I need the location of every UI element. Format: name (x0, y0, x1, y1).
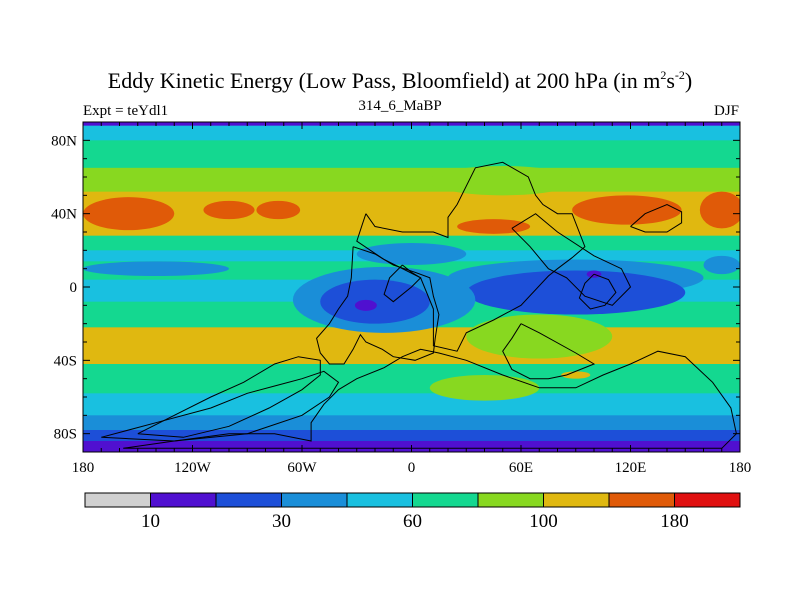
field-feature-14 (466, 314, 613, 359)
chart-title-exp1: 2 (660, 68, 667, 82)
continent-outline-2 (101, 370, 340, 442)
y-tick-label-0: 80N (51, 133, 77, 149)
field-feature-8 (83, 261, 229, 276)
field-feature-12 (320, 279, 430, 324)
colorbar-swatch-7 (543, 492, 610, 508)
chart-title: Eddy Kinetic Energy (Low Pass, Bloomfiel… (0, 68, 800, 94)
colorbar-swatch-9 (674, 492, 741, 508)
continent-outline-3 (316, 246, 440, 365)
continent-outline-0 (123, 348, 737, 449)
continent-outline-6 (578, 273, 617, 310)
colorbar-swatch-4 (346, 492, 413, 508)
field-feature-15 (429, 375, 540, 401)
x-tick-label-4: 60E (509, 460, 533, 476)
colorbar-label-1: 30 (272, 511, 291, 532)
colorbar-swatch-8 (608, 492, 675, 508)
y-tick-label-4: 80S (54, 427, 77, 443)
colorbar-label-3: 100 (529, 511, 558, 532)
field-feature-3 (256, 200, 301, 220)
field-feature-2 (203, 200, 255, 220)
field-feature-1 (699, 191, 740, 229)
x-tick-label-6: 180 (729, 460, 752, 476)
field-feature-18 (703, 255, 740, 275)
x-tick-label-2: 60W (287, 460, 317, 476)
colorbar-label-4: 180 (660, 511, 689, 532)
colorbar: 10 30 60 100 180 (84, 492, 741, 532)
colorbar-swatch-0 (84, 492, 151, 508)
continent-outlines (101, 161, 737, 449)
continent-outline-7 (630, 203, 683, 233)
x-tick-label-0: 180 (72, 460, 95, 476)
x-tick-label-1: 120W (174, 460, 212, 476)
colorbar-swatch-6 (477, 492, 544, 508)
colorbar-swatch-1 (150, 492, 217, 508)
chart-title-exp2: -2 (674, 68, 685, 82)
colorbar-swatch-2 (215, 492, 282, 508)
field-feature-6 (429, 166, 576, 196)
field-band-3 (83, 167, 740, 193)
field-feature-17 (586, 270, 602, 278)
field-feature-7 (356, 243, 467, 265)
experiment-label: Expt = teYdl1 (83, 103, 169, 119)
continent-outline-9 (383, 264, 422, 303)
field-band-13 (83, 415, 740, 431)
chart-title-close: ) (684, 68, 693, 93)
y-tick-label-3: 40S (54, 353, 77, 369)
field-feature-4 (572, 195, 682, 225)
x-tick-label-5: 120E (615, 460, 647, 476)
field-feature-13 (354, 299, 377, 311)
field-band-2 (83, 140, 740, 169)
field-feature-16 (561, 371, 591, 379)
chart-title-text: Eddy Kinetic Energy (Low Pass, Bloomfiel… (107, 68, 661, 93)
field-band-14 (83, 430, 740, 442)
season-label: DJF (713, 103, 739, 119)
chart-title-unit: s (666, 68, 675, 93)
colorbar-swatch-5 (412, 492, 479, 508)
field-band-11 (83, 364, 740, 394)
colorbar-label-2: 60 (403, 511, 422, 532)
axis-ticks: 180 120W 60W 0 60E 120E 180 80N 40N 0 40S 80S (51, 121, 752, 476)
continent-outline-5 (511, 213, 632, 306)
field-band-10 (83, 327, 740, 365)
colorbar-swatch-3 (281, 492, 348, 508)
field-band-12 (83, 393, 740, 416)
field-feature-0 (83, 197, 175, 231)
field-band-1 (83, 125, 740, 141)
x-tick-label-3: 0 (408, 460, 416, 476)
field-feature-5 (457, 219, 531, 234)
colorbar-label-0: 10 (141, 511, 160, 532)
y-tick-label-1: 40N (51, 207, 77, 223)
run-id-label: 314_6_MaBP (358, 98, 442, 114)
field-feature-10 (466, 270, 686, 315)
continent-outline-8 (502, 323, 596, 380)
continent-outline-4 (356, 161, 586, 352)
energy-field (83, 122, 740, 452)
continent-outline-1 (137, 356, 321, 438)
y-tick-label-2: 0 (70, 280, 78, 296)
